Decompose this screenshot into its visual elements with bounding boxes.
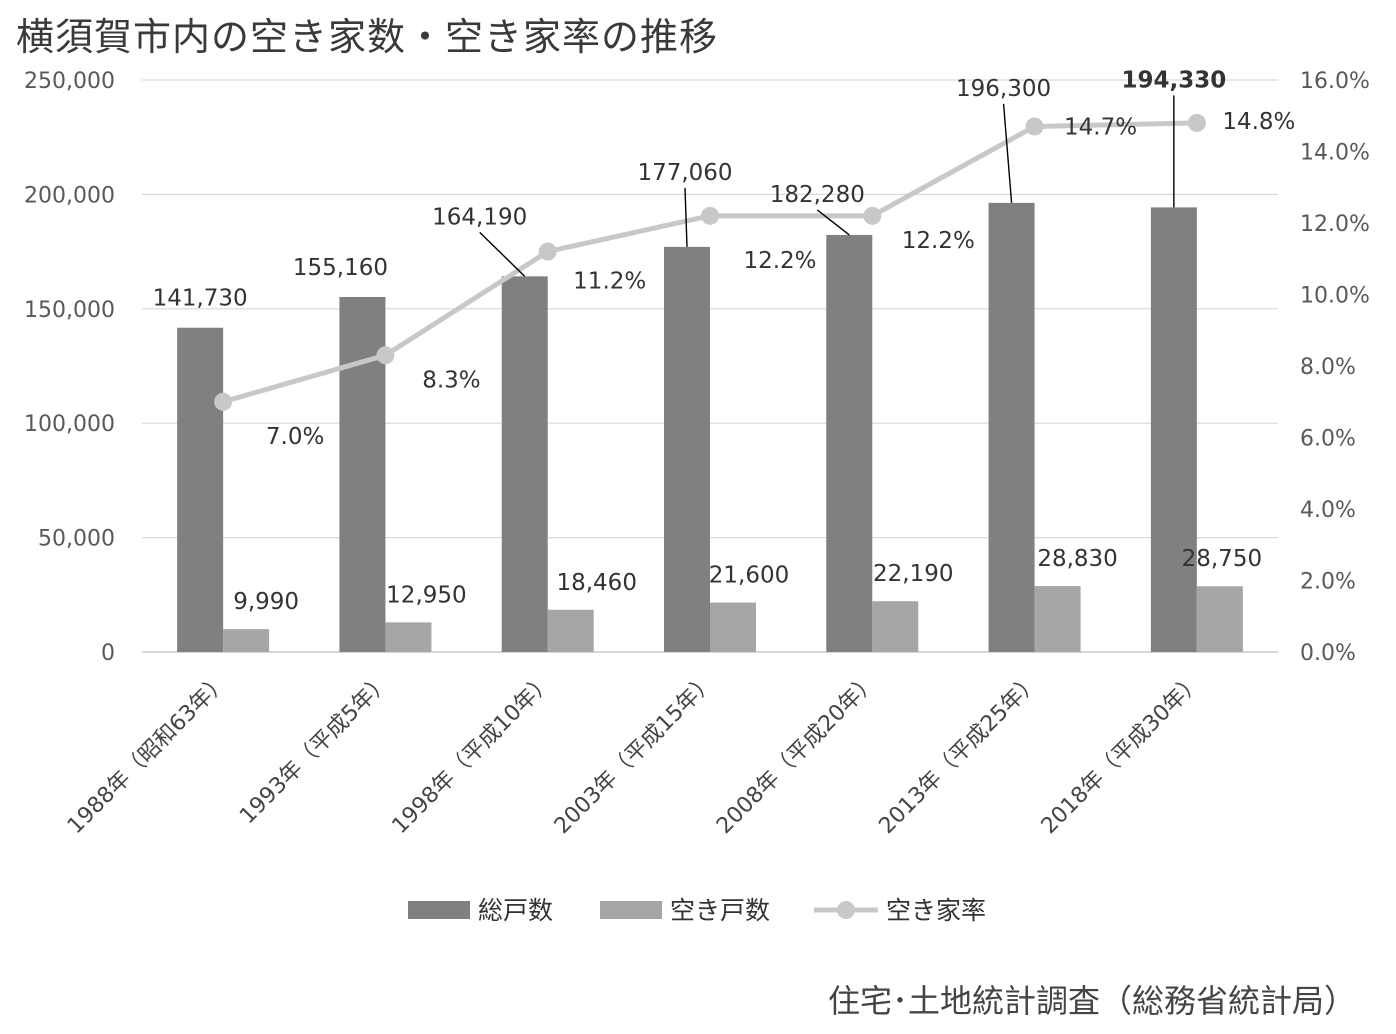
vacant-value-label: 9,990 [233, 589, 299, 615]
total-value-label: 141,730 [153, 286, 248, 312]
rate-point [1025, 117, 1044, 136]
rate-value-label: 12.2% [902, 228, 975, 254]
rate-line [214, 113, 1206, 411]
category-label: 1993年（平成5年） [235, 669, 396, 830]
total-value-label: 155,160 [293, 255, 388, 281]
vacant-value-label: 18,460 [556, 570, 636, 596]
vacant-value-label: 28,750 [1182, 546, 1262, 572]
legend: 総戸数 空き戸数 空き家率 [408, 896, 986, 925]
right-tick-label: 16.0% [1300, 69, 1370, 94]
rate-point [1187, 113, 1206, 132]
bar-vacant [1034, 586, 1081, 652]
rate-value-label: 14.8% [1222, 109, 1295, 135]
bar-total [177, 327, 224, 652]
bar-total [826, 234, 873, 652]
bar-total [1150, 207, 1197, 652]
rate-value-label: 12.2% [743, 248, 816, 274]
total-value-label: 182,280 [770, 182, 865, 208]
legend-label-rate: 空き家率 [886, 896, 986, 925]
rate-value-label: 11.2% [573, 269, 646, 295]
left-axis-ticks: 0 50,000 100,000 150,000 200,000 250,000 [24, 69, 115, 666]
legend-label-vacant: 空き戸数 [670, 896, 770, 925]
bar-vacant [223, 629, 270, 652]
rate-value-label: 8.3% [422, 367, 480, 393]
right-tick-label: 12.0% [1300, 212, 1370, 237]
right-tick-label: 8.0% [1300, 355, 1356, 380]
rate-point [863, 206, 882, 225]
right-tick-label: 0.0% [1300, 641, 1356, 666]
bars [177, 202, 1243, 652]
bar-total [501, 276, 548, 652]
left-tick-label: 250,000 [24, 69, 115, 94]
label-leader-line [479, 231, 526, 277]
total-value-label: 194,330 [1121, 67, 1226, 93]
category-label: 2013年（平成25年） [874, 669, 1044, 839]
chart-title: 横須賀市内の空き家数・空き家率の推移 [16, 15, 719, 59]
data-labels: 141,730 9,990 155,160 12,950 164,190 18,460 17… [153, 67, 1296, 615]
left-tick-label: 0 [101, 641, 115, 666]
legend-label-total: 総戸数 [478, 896, 553, 925]
bar-vacant [1196, 586, 1243, 652]
rate-point [538, 242, 557, 261]
right-tick-label: 6.0% [1300, 427, 1356, 452]
bar-vacant [385, 622, 432, 652]
vacant-value-label: 12,950 [386, 582, 466, 608]
label-leader-line [1002, 103, 1013, 203]
source-note: 住宅･土地統計調査（総務省統計局） [827, 982, 1356, 1020]
vacant-value-label: 28,830 [1037, 546, 1117, 572]
right-tick-label: 4.0% [1300, 498, 1356, 523]
vacant-value-label: 21,600 [709, 563, 789, 589]
category-label: 1998年（平成10年） [388, 669, 558, 839]
category-label: 2018年（平成30年） [1037, 669, 1207, 839]
total-value-label: 177,060 [637, 160, 732, 186]
left-tick-label: 50,000 [38, 527, 115, 552]
left-tick-label: 150,000 [24, 298, 115, 323]
left-tick-label: 100,000 [24, 412, 115, 437]
rate-value-label: 14.7% [1064, 114, 1137, 140]
bar-vacant [547, 609, 594, 652]
category-label: 2003年（平成15年） [550, 669, 720, 839]
total-value-label: 164,190 [432, 204, 527, 230]
total-value-label: 196,300 [956, 76, 1051, 102]
label-leader-line [816, 209, 850, 236]
legend-swatch-total [408, 901, 470, 919]
vacant-value-label: 22,190 [873, 561, 953, 587]
label-leader-line [684, 187, 688, 247]
category-label: 1988年（昭和63年） [63, 669, 233, 839]
right-tick-label: 10.0% [1300, 284, 1370, 309]
bar-vacant [710, 602, 756, 652]
category-label: 2008年（平成20年） [712, 669, 882, 839]
right-axis-ticks: 0.0% 2.0% 4.0% 6.0% 8.0% 10.0% 12.0% 14.0% 16.0% [1300, 69, 1370, 666]
rate-point [376, 346, 395, 365]
left-tick-label: 200,000 [24, 183, 115, 208]
right-tick-label: 14.0% [1300, 141, 1370, 166]
rate-point [701, 206, 719, 225]
right-tick-label: 2.0% [1300, 570, 1356, 595]
rate-value-label: 7.0% [266, 424, 324, 450]
legend-swatch-rate-point [837, 901, 855, 919]
rate-point [214, 392, 233, 411]
category-labels: 1988年（昭和63年） 1993年（平成5年）1998年（平成10年）2003年… [63, 669, 1207, 839]
bar-vacant [872, 601, 919, 652]
legend-swatch-vacant [600, 901, 662, 919]
bar-total [988, 202, 1035, 652]
bar-total [664, 246, 710, 652]
